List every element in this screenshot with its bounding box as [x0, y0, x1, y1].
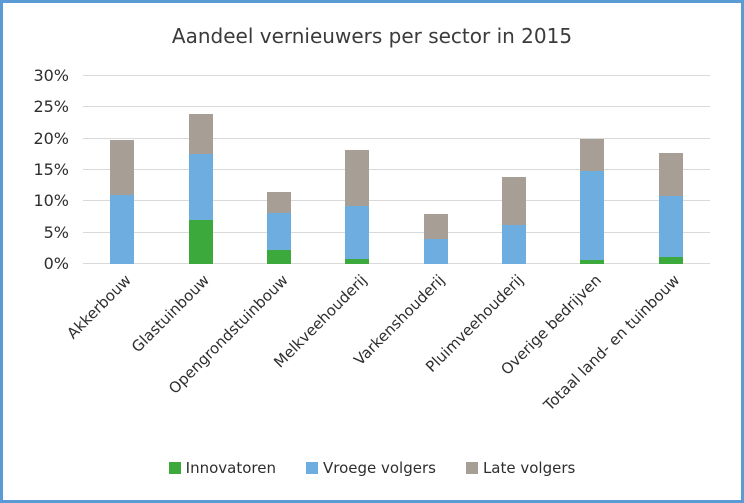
- legend-label: Vroege volgers: [322, 459, 436, 477]
- bar-segment-late-volgers: [580, 138, 605, 172]
- gridline: [83, 75, 710, 76]
- legend-swatch-icon: [168, 462, 181, 474]
- x-tick-label-akkerbouw: Akkerbouw: [63, 271, 135, 343]
- bar-segment-innovatoren: [345, 259, 370, 264]
- legend-swatch-icon: [465, 462, 478, 474]
- bar-akkerbouw: [110, 76, 135, 264]
- legend-item-innovatoren: Innovatoren: [168, 459, 276, 477]
- legend-item-late-volgers: Late volgers: [465, 459, 576, 477]
- bar-segment-late-volgers: [110, 139, 135, 196]
- bars-container: [83, 76, 710, 264]
- bar-melkveehouderij: [345, 76, 370, 264]
- bar-segment-vroege-volgers: [502, 224, 527, 264]
- gridline: [83, 137, 710, 139]
- bar-totaal-land-en-tuinbouw: [658, 76, 683, 264]
- y-tick-label: 10%: [33, 191, 69, 211]
- y-tick-label: 5%: [43, 222, 69, 242]
- bar-segment-vroege-volgers: [423, 238, 448, 264]
- legend-label: Late volgers: [482, 459, 576, 477]
- y-tick-label: 0%: [43, 254, 69, 273]
- bar-pluimveehouderij: [502, 76, 527, 264]
- bar-segment-late-volgers: [266, 191, 291, 214]
- bar-segment-late-volgers: [658, 153, 683, 197]
- legend-swatch-icon: [305, 462, 318, 474]
- y-axis: 0% 5% 10% 15% 20% 25% 30%: [3, 68, 69, 272]
- gridline: [83, 200, 710, 202]
- bar-varkenshouderij: [423, 76, 448, 264]
- bar-segment-innovatoren: [580, 260, 605, 264]
- bar-glastuinbouw: [188, 76, 213, 264]
- legend: Innovatoren Vroege volgers Late volgers: [3, 459, 741, 477]
- bar-segment-late-volgers: [345, 149, 370, 206]
- plot-area: Akkerbouw Glastuinbouw Opengrondstuinbouw M…: [64, 75, 710, 414]
- chart-title: Aandeel vernieuwers per sector in 2015: [171, 24, 573, 48]
- bar-segment-innovatoren: [188, 220, 213, 264]
- bar-segment-late-volgers: [423, 213, 448, 239]
- y-tick-label: 30%: [33, 66, 69, 85]
- bar-segment-vroege-volgers: [580, 171, 605, 261]
- bar-segment-vroege-volgers: [188, 154, 213, 221]
- bar-segment-vroege-volgers: [110, 195, 135, 264]
- gridline: [83, 231, 710, 233]
- x-axis: Akkerbouw Glastuinbouw Opengrondstuinbouw M…: [64, 76, 710, 414]
- bar-segment-vroege-volgers: [658, 196, 683, 258]
- bar-segment-vroege-volgers: [345, 205, 370, 259]
- bar-overige-bedrijven: [580, 76, 605, 264]
- bar-segment-late-volgers: [188, 114, 213, 155]
- gridline: [83, 106, 710, 108]
- legend-label: Innovatoren: [185, 459, 276, 477]
- bar-segment-innovatoren: [658, 257, 683, 264]
- y-tick-label: 25%: [33, 97, 69, 117]
- bar-segment-innovatoren: [266, 249, 291, 264]
- legend-item-vroege-volgers: Vroege volgers: [305, 459, 436, 477]
- gridline: [83, 169, 710, 170]
- x-tick-label-totaal-land-en-tuinbouw: Totaal land- en tuinbouw: [540, 271, 684, 415]
- y-tick-label: 20%: [33, 128, 69, 148]
- gridlines: [83, 75, 710, 264]
- gridline: [83, 263, 710, 264]
- bar-segment-vroege-volgers: [266, 213, 291, 250]
- y-tick-label: 15%: [33, 160, 69, 179]
- bar-segment-late-volgers: [502, 176, 527, 225]
- x-tick-label-glastuinbouw: Glastuinbouw: [128, 271, 214, 357]
- bar-opengrondstuinbouw: [266, 76, 291, 264]
